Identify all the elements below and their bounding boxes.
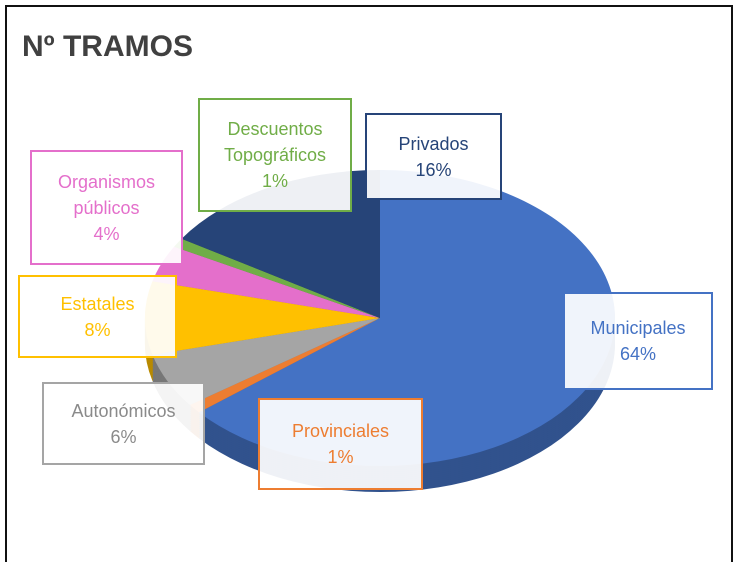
value-label: 1% bbox=[261, 171, 288, 191]
slice bbox=[144, 281, 380, 355]
slice bbox=[189, 318, 380, 413]
chart-title: Nº TRAMOS bbox=[22, 30, 193, 63]
category-label: Municipales bbox=[590, 318, 686, 338]
data-label: Autonómicos 6% bbox=[42, 382, 205, 465]
frame bbox=[5, 5, 733, 562]
data-label: Organismos públicos 4% bbox=[30, 150, 183, 265]
category-label: Organismos públicos bbox=[57, 171, 156, 218]
category-label: Autonómicos bbox=[71, 400, 176, 421]
slice bbox=[152, 318, 380, 405]
value-label: 64% bbox=[619, 344, 657, 364]
data-label: Privados 16% bbox=[365, 113, 502, 200]
value-label: 1% bbox=[327, 447, 354, 467]
slice bbox=[152, 246, 380, 318]
category-label: Privados bbox=[398, 133, 469, 154]
category-label: Estatales bbox=[60, 293, 135, 314]
value-label: 8% bbox=[84, 319, 111, 340]
slice bbox=[174, 238, 380, 318]
data-label: Municipales 64% bbox=[563, 292, 713, 390]
data-label: Descuentos Topográficos 1% bbox=[198, 98, 352, 212]
value-label: 4% bbox=[93, 223, 120, 244]
category-label: Provinciales bbox=[291, 421, 390, 441]
value-label: 16% bbox=[415, 159, 452, 180]
data-label: Provinciales 1% bbox=[258, 398, 423, 490]
value-label: 6% bbox=[110, 426, 137, 447]
category-label: Descuentos Topográficos bbox=[223, 119, 327, 165]
data-label: Estatales 8% bbox=[18, 275, 177, 358]
slice bbox=[198, 170, 615, 466]
